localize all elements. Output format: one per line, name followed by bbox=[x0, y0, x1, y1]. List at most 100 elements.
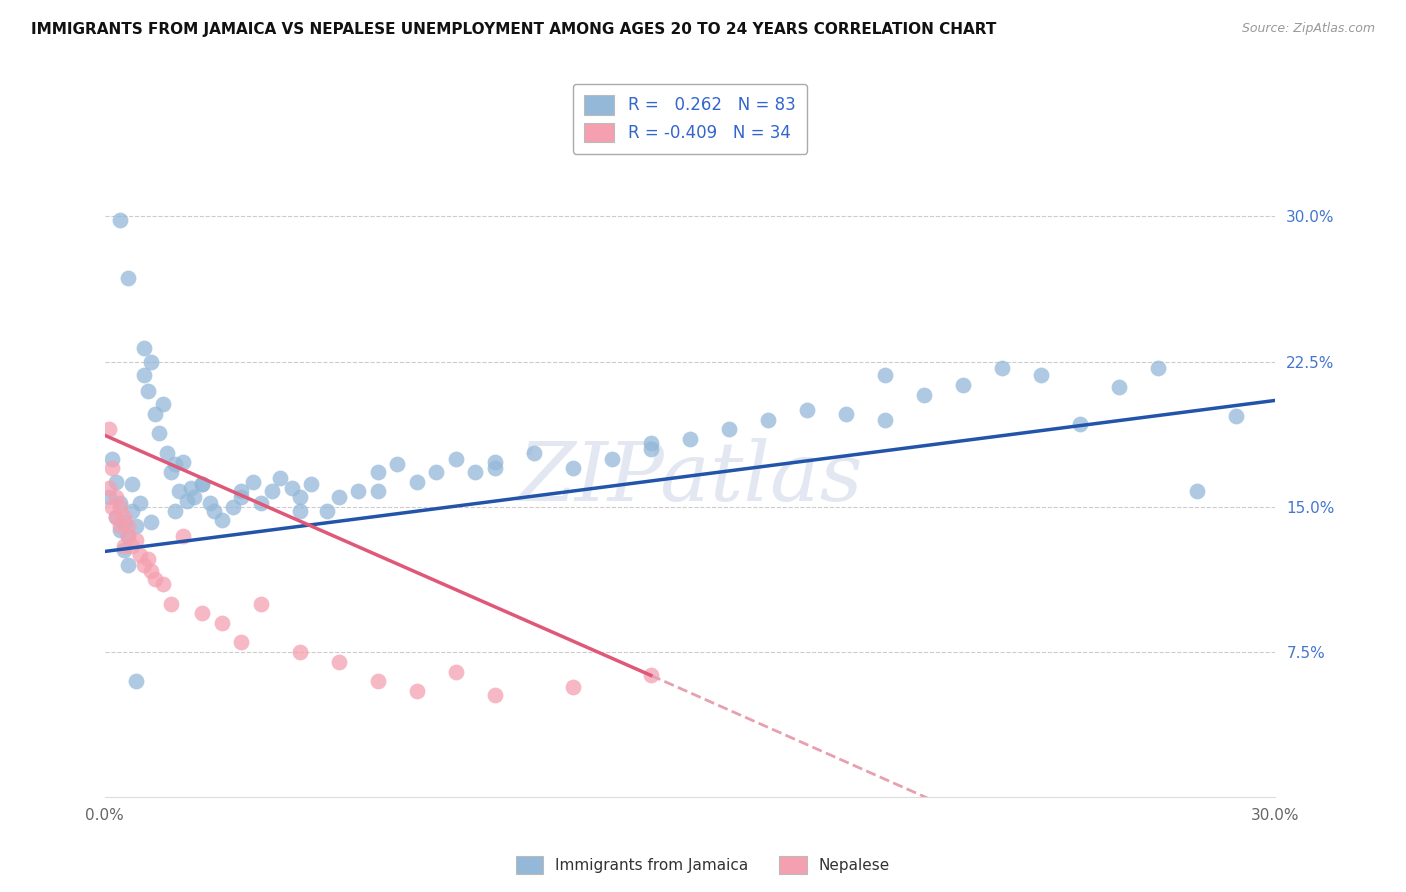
Point bbox=[262, 484, 284, 499]
Point bbox=[136, 552, 159, 566]
Point bbox=[121, 476, 143, 491]
Point bbox=[105, 475, 128, 489]
Point bbox=[125, 674, 148, 689]
Point bbox=[1185, 484, 1208, 499]
Point bbox=[121, 504, 143, 518]
Point bbox=[110, 500, 132, 514]
Point bbox=[640, 436, 662, 450]
Point bbox=[117, 558, 139, 572]
Point bbox=[717, 422, 740, 436]
Point bbox=[125, 533, 148, 547]
Point bbox=[561, 461, 583, 475]
Point bbox=[991, 360, 1014, 375]
Point bbox=[328, 490, 350, 504]
Point bbox=[132, 341, 155, 355]
Point bbox=[231, 484, 253, 499]
Point bbox=[105, 490, 128, 504]
Point bbox=[163, 458, 186, 472]
Point bbox=[141, 516, 163, 530]
Point bbox=[128, 549, 150, 563]
Point bbox=[464, 465, 486, 479]
Point bbox=[191, 607, 214, 621]
Point bbox=[110, 496, 132, 510]
Point bbox=[112, 516, 135, 530]
Point bbox=[125, 519, 148, 533]
Point bbox=[523, 446, 546, 460]
Point bbox=[249, 496, 271, 510]
Point bbox=[231, 635, 253, 649]
Point bbox=[132, 558, 155, 572]
Point bbox=[160, 597, 183, 611]
Point bbox=[152, 577, 174, 591]
Point bbox=[191, 476, 214, 491]
Point bbox=[484, 688, 506, 702]
Point bbox=[202, 504, 225, 518]
Point bbox=[145, 407, 167, 421]
Point bbox=[101, 461, 124, 475]
Point bbox=[101, 500, 124, 514]
Point bbox=[796, 403, 818, 417]
Point bbox=[97, 481, 120, 495]
Point bbox=[156, 446, 179, 460]
Point bbox=[105, 509, 128, 524]
Text: ZIPatlas: ZIPatlas bbox=[517, 438, 863, 518]
Point bbox=[97, 490, 120, 504]
Point bbox=[561, 680, 583, 694]
Point bbox=[152, 397, 174, 411]
Point bbox=[160, 465, 183, 479]
Point bbox=[288, 504, 311, 518]
Point bbox=[145, 572, 167, 586]
Point bbox=[117, 519, 139, 533]
Point bbox=[117, 271, 139, 285]
Point bbox=[136, 384, 159, 398]
Point bbox=[97, 422, 120, 436]
Point bbox=[288, 645, 311, 659]
Point bbox=[117, 529, 139, 543]
Point bbox=[141, 564, 163, 578]
Point bbox=[679, 432, 702, 446]
Point bbox=[1225, 409, 1247, 423]
Point bbox=[269, 471, 291, 485]
Point bbox=[112, 539, 135, 553]
Point bbox=[148, 426, 170, 441]
Point bbox=[183, 490, 205, 504]
Point bbox=[198, 496, 221, 510]
Point bbox=[1029, 368, 1052, 383]
Point bbox=[101, 451, 124, 466]
Point bbox=[873, 413, 896, 427]
Point bbox=[117, 529, 139, 543]
Point bbox=[249, 597, 271, 611]
Point bbox=[444, 451, 467, 466]
Point bbox=[301, 476, 323, 491]
Point bbox=[328, 655, 350, 669]
Point bbox=[112, 509, 135, 524]
Legend: Immigrants from Jamaica, Nepalese: Immigrants from Jamaica, Nepalese bbox=[509, 850, 897, 880]
Point bbox=[179, 481, 201, 495]
Point bbox=[405, 475, 427, 489]
Point bbox=[105, 509, 128, 524]
Point bbox=[640, 668, 662, 682]
Point bbox=[1108, 380, 1130, 394]
Point bbox=[316, 504, 339, 518]
Point bbox=[367, 484, 389, 499]
Point bbox=[912, 387, 935, 401]
Point bbox=[191, 476, 214, 491]
Point bbox=[367, 465, 389, 479]
Point bbox=[176, 494, 198, 508]
Point bbox=[167, 484, 190, 499]
Point bbox=[141, 354, 163, 368]
Point bbox=[172, 529, 194, 543]
Point bbox=[387, 458, 409, 472]
Point bbox=[288, 490, 311, 504]
Point bbox=[163, 504, 186, 518]
Point bbox=[110, 519, 132, 533]
Point bbox=[600, 451, 623, 466]
Legend: R =   0.262   N = 83, R = -0.409   N = 34: R = 0.262 N = 83, R = -0.409 N = 34 bbox=[572, 84, 807, 153]
Point bbox=[484, 461, 506, 475]
Point bbox=[211, 513, 233, 527]
Point bbox=[405, 684, 427, 698]
Point bbox=[1147, 360, 1170, 375]
Text: Source: ZipAtlas.com: Source: ZipAtlas.com bbox=[1241, 22, 1375, 36]
Point bbox=[952, 378, 974, 392]
Point bbox=[121, 539, 143, 553]
